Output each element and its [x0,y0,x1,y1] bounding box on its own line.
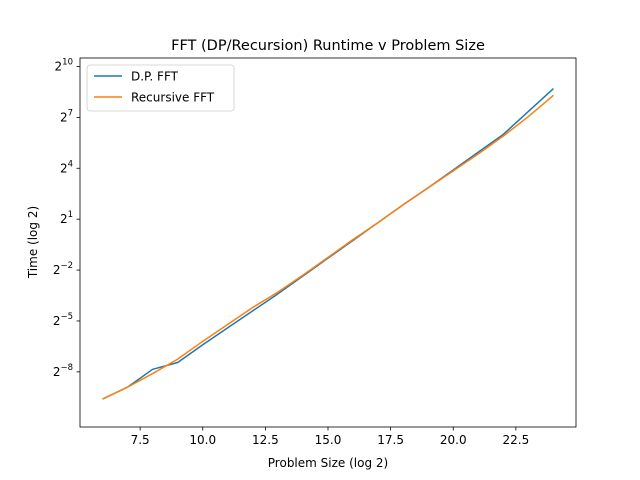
y-tick-label: 210 [55,57,73,73]
x-tick-label: 15.0 [315,433,342,447]
x-tick-label: 17.5 [377,433,404,447]
x-tick-label: 12.5 [252,433,279,447]
x-axis-label: Problem Size (log 2) [268,456,388,470]
legend-box [86,64,235,112]
x-tick-label: 10.0 [189,433,216,447]
y-tick-label: 2−2 [53,261,73,277]
legend-label-recursive-fft: Recursive FFT [131,91,215,105]
legend: D.P. FFT Recursive FFT [86,64,235,112]
series-line-recursive-fft [102,94,554,400]
y-tick-label: 27 [60,108,73,124]
x-tick-label: 7.5 [131,433,150,447]
chart-title: FFT (DP/Recursion) Runtime v Problem Siz… [171,38,485,54]
plot-lines [102,87,554,400]
legend-label-dp-fft: D.P. FFT [131,70,179,84]
y-tick-label: 24 [60,159,73,175]
x-axis-ticks: 7.5 10.0 12.5 15.0 17.5 20.0 22.5 [131,427,530,447]
y-tick-label: 2−5 [53,312,73,328]
x-tick-label: 22.5 [503,433,530,447]
x-tick-label: 20.0 [440,433,467,447]
y-tick-label: 2−8 [53,363,73,379]
y-axis-label: Time (log 2) [26,206,40,279]
y-tick-label: 21 [60,210,73,226]
y-axis-ticks: 2−8 2−5 2−2 21 24 27 210 [53,57,80,379]
